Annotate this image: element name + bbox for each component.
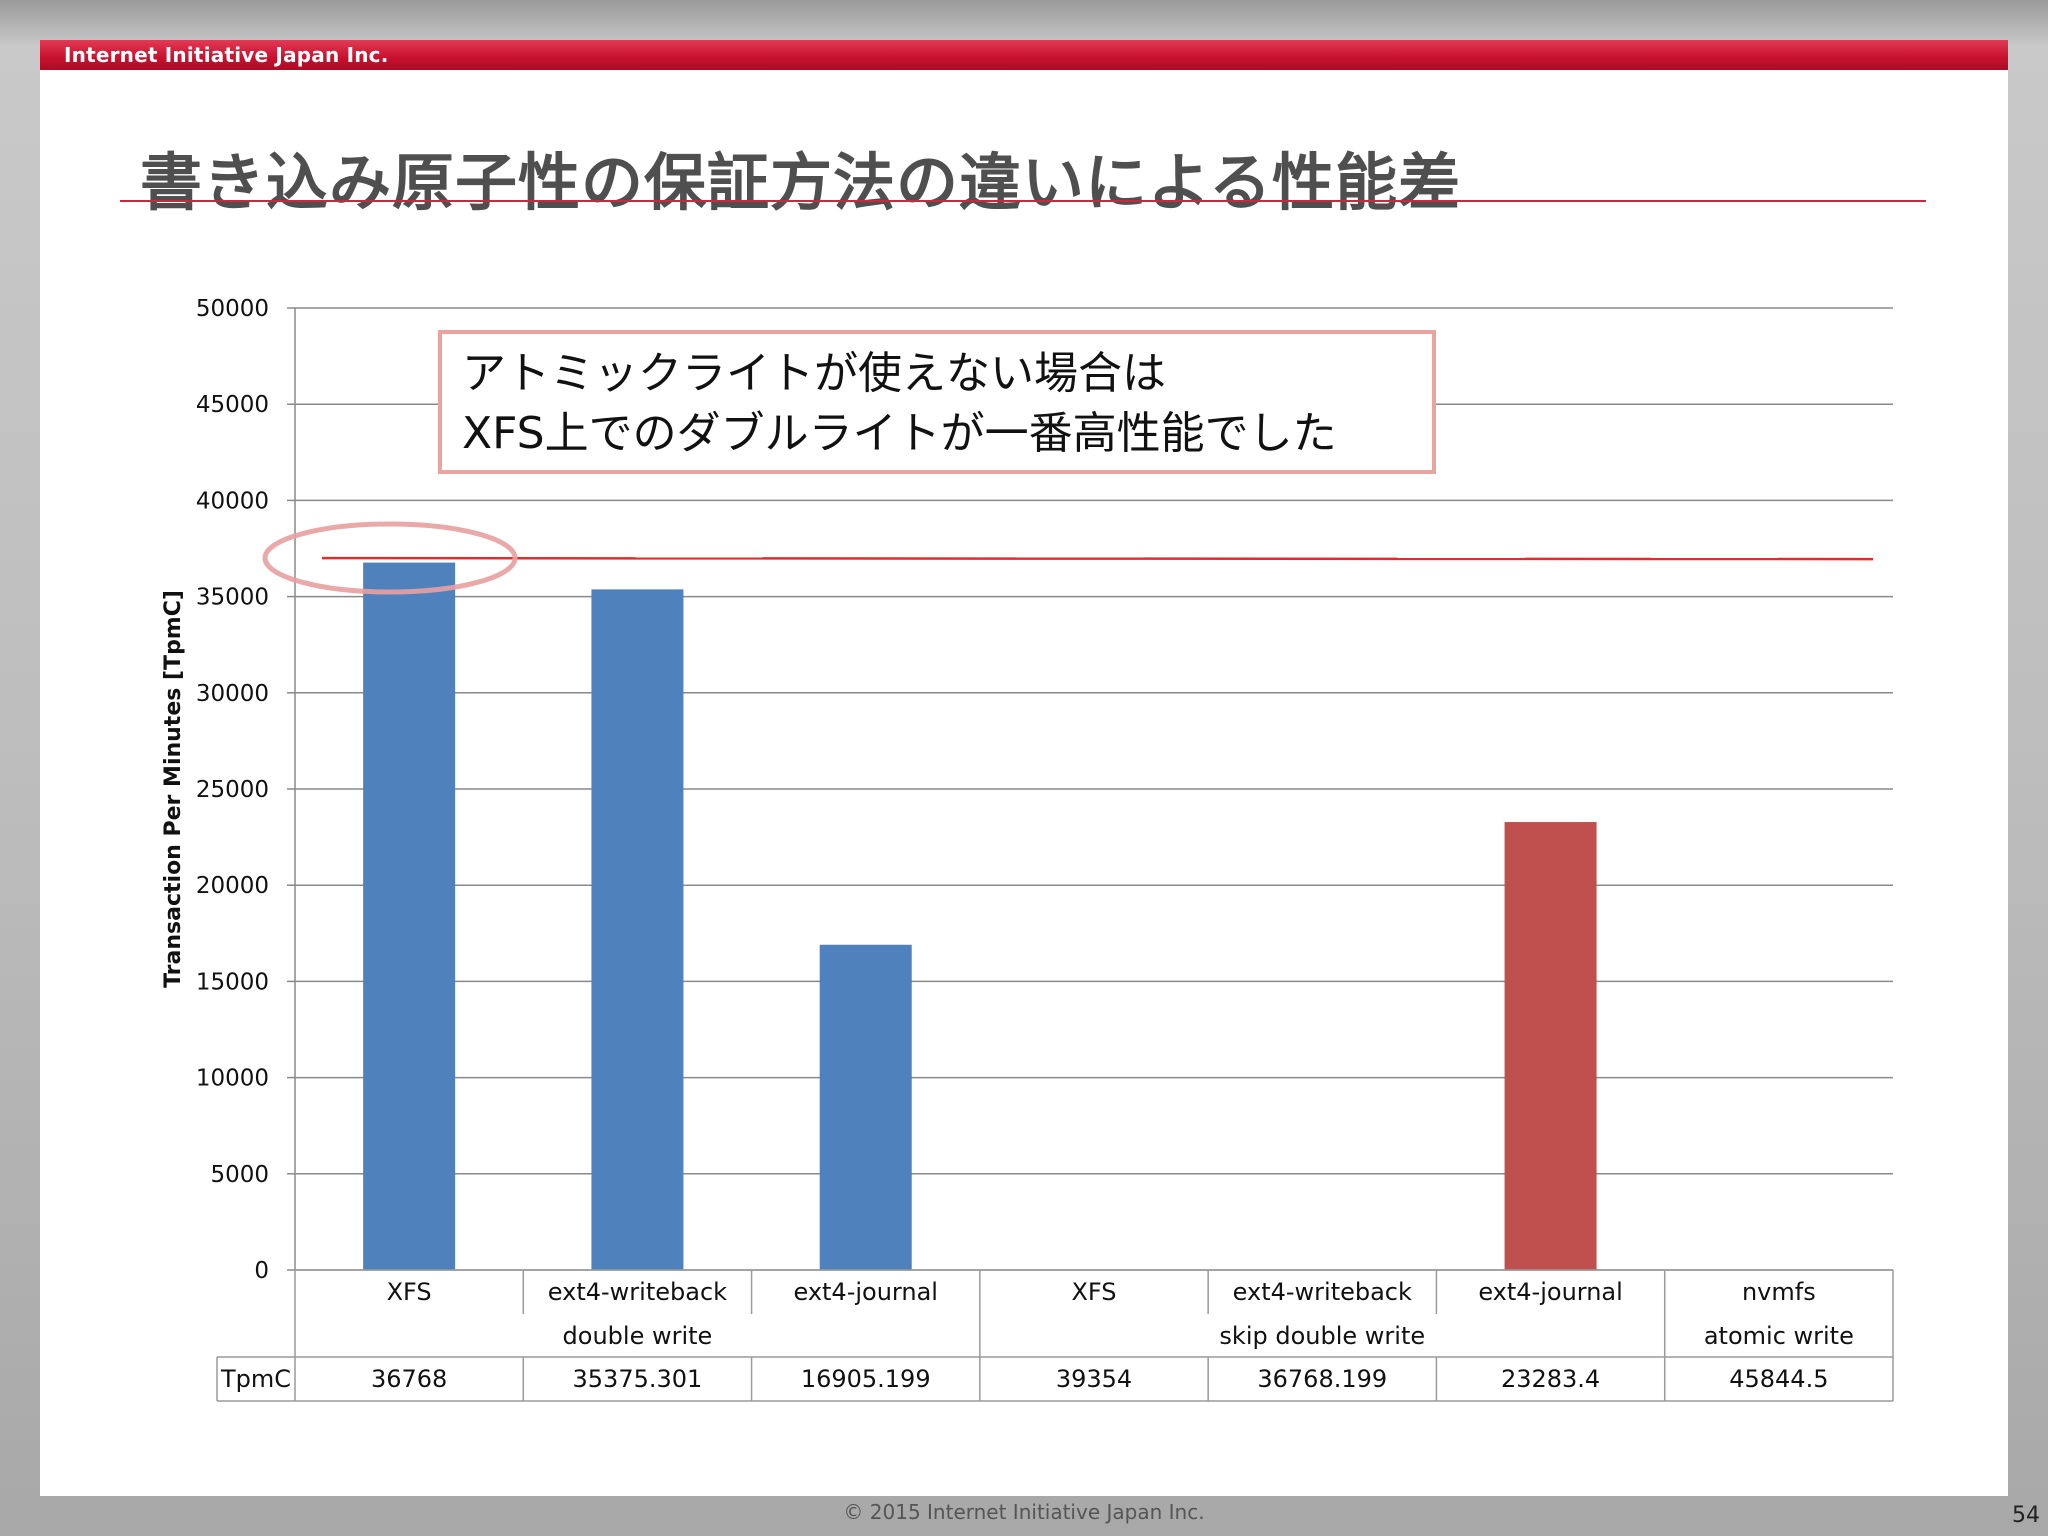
page-number: 54 [2012, 1503, 2040, 1528]
x-group-label: double write [563, 1322, 713, 1350]
header-bar: Internet Initiative Japan Inc. [40, 40, 2008, 70]
y-tick-label: 10000 [196, 1066, 269, 1092]
y-tick-label: 25000 [196, 777, 269, 803]
callout-line-2: XFS上でのダブルライトが一番高性能でした [462, 408, 1337, 459]
x-category-label: ext4-journal [793, 1278, 937, 1306]
bar [819, 944, 912, 1270]
highlight-ellipse [262, 521, 518, 595]
y-axis-label: Transaction Per Minutes [TpmC] [161, 590, 186, 988]
callout-box: アトミックライトが使えない場合は XFS上でのダブルライトが一番高性能でした [438, 330, 1436, 474]
y-tick-label: 45000 [196, 392, 269, 418]
page-title: 書き込み原子性の保証方法の違いによる性能差 [140, 146, 1462, 219]
y-tick-label: 20000 [196, 873, 269, 899]
bar [1504, 822, 1597, 1270]
y-tick-label: 30000 [196, 681, 269, 707]
y-tick-label: 50000 [196, 296, 269, 322]
table-value: 39354 [1056, 1365, 1132, 1393]
x-group-label: atomic write [1704, 1322, 1854, 1350]
x-category-label: ext4-writeback [548, 1278, 727, 1306]
table-value: 16905.199 [801, 1365, 931, 1393]
x-category-label: XFS [387, 1278, 432, 1306]
y-tick-label: 40000 [196, 488, 269, 514]
x-group-label: skip double write [1219, 1322, 1425, 1350]
bar [591, 589, 684, 1270]
company-name: Internet Initiative Japan Inc. [64, 43, 389, 67]
reference-line [321, 556, 1874, 561]
table-value: 36768.199 [1257, 1365, 1387, 1393]
table-value: 36768 [371, 1365, 447, 1393]
table-value: 23283.4 [1501, 1365, 1600, 1393]
y-tick-label: 0 [254, 1258, 269, 1284]
x-category-label: nvmfs [1742, 1278, 1816, 1306]
title-underline [120, 200, 1926, 202]
x-category-label: ext4-journal [1478, 1278, 1622, 1306]
table-value: 45844.5 [1729, 1365, 1828, 1393]
y-tick-label: 35000 [196, 585, 269, 611]
callout-line-1: アトミックライトが使えない場合は [462, 348, 1166, 399]
x-category-label: XFS [1071, 1278, 1116, 1306]
y-tick-label: 15000 [196, 969, 269, 995]
table-row-label: TpmC [220, 1365, 291, 1393]
bar [363, 562, 456, 1270]
x-category-label: ext4-writeback [1233, 1278, 1412, 1306]
table-value: 35375.301 [573, 1365, 703, 1393]
footer-copyright: © 2015 Internet Initiative Japan Inc. [843, 1500, 1205, 1524]
y-tick-label: 5000 [210, 1162, 269, 1188]
